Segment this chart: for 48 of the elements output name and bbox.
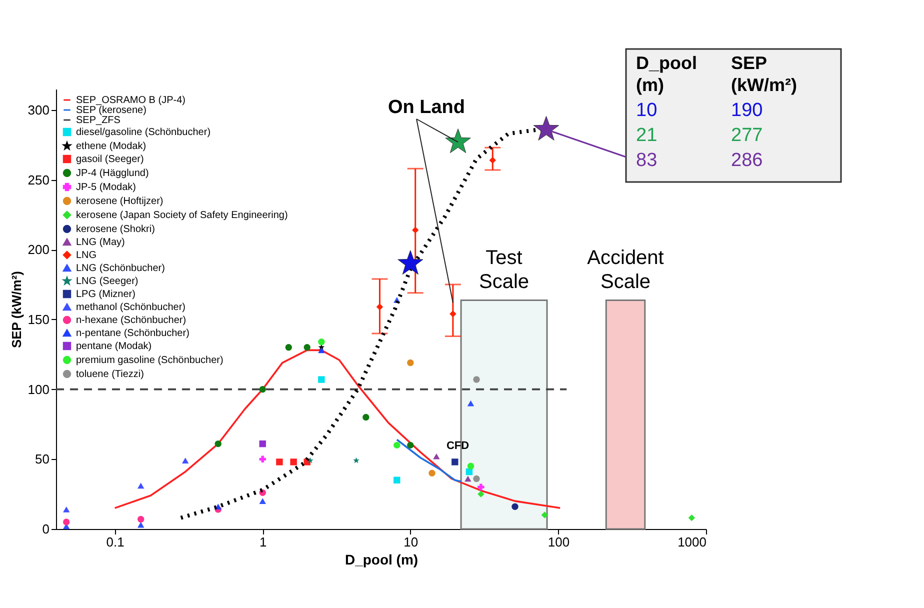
x-tick-label: 10 <box>404 534 418 550</box>
band-label: Accident Scale <box>587 247 664 294</box>
legend-label: LNG (May) <box>76 237 125 248</box>
legend-label: LNG (Seeger) <box>76 276 138 287</box>
text: SEP (kW/m²) <box>731 53 797 95</box>
band-label: Test Scale <box>479 247 530 294</box>
annotation: On Land <box>388 97 466 118</box>
y-tick-label: 150 <box>28 312 50 327</box>
legend-label: methanol (Schönbucher) <box>76 302 186 313</box>
legend-label: SEP_ZFS <box>76 115 121 126</box>
legend-label: premium gasoline (Schönbucher) <box>76 355 224 366</box>
legend-label: JP-5 (Modak) <box>76 182 136 193</box>
legend-label: JP-4 (Hägglund) <box>76 168 149 179</box>
legend-label: kerosene (Shokri) <box>76 224 155 235</box>
x-tick-label: 100 <box>548 534 570 550</box>
y-tick-label: 200 <box>28 242 50 258</box>
y-tick-label: 0 <box>42 522 50 536</box>
legend-label: n-pentane (Schönbucher) <box>76 328 190 339</box>
annotation: 21 <box>636 125 658 146</box>
x-tick-label: 1000 <box>678 534 706 550</box>
text: 277 <box>731 125 763 146</box>
x-tick-label: 0.1 <box>106 534 124 550</box>
text: 190 <box>731 100 763 121</box>
legend-label: toluene (Tiezzi) <box>76 369 144 380</box>
legend-label: diesel/gasoline (Schönbucher) <box>76 127 211 138</box>
y-axis-title: SEP (kW/m²) <box>8 270 24 348</box>
legend-label: SEP_OSRAMO B (JP-4) <box>76 95 186 106</box>
legend-label: pentane (Modak) <box>76 341 152 352</box>
legend-label: LPG (Mizner) <box>76 289 136 300</box>
x-axis-title: D_pool (m) <box>344 552 418 568</box>
annotation: 83 <box>636 150 658 171</box>
text: 286 <box>731 150 763 171</box>
legend-label: LNG <box>76 250 97 261</box>
legend-label: n-hexane (Schönbucher) <box>76 315 186 326</box>
legend-label: gasoil (Seeger) <box>76 154 144 165</box>
legend-label: SEP (kerosene) <box>76 105 146 116</box>
y-tick-label: 300 <box>28 102 50 118</box>
annotation: CFD <box>446 440 470 452</box>
y-tick-label: 100 <box>28 382 50 397</box>
legend-label: kerosene (Japan Society of Safety Engineering) <box>76 210 288 221</box>
legend-label: ethene (Modak) <box>76 141 146 152</box>
annotation: D_pool (m) <box>636 53 697 95</box>
annotation: 10 <box>636 100 658 121</box>
y-tick-label: 50 <box>35 452 50 467</box>
legend-label: LNG (Schönbucher) <box>76 263 165 274</box>
y-tick-label: 250 <box>28 172 50 188</box>
x-tick-label: 1 <box>259 534 267 550</box>
legend-label: kerosene (Hoftijzer) <box>76 196 164 207</box>
